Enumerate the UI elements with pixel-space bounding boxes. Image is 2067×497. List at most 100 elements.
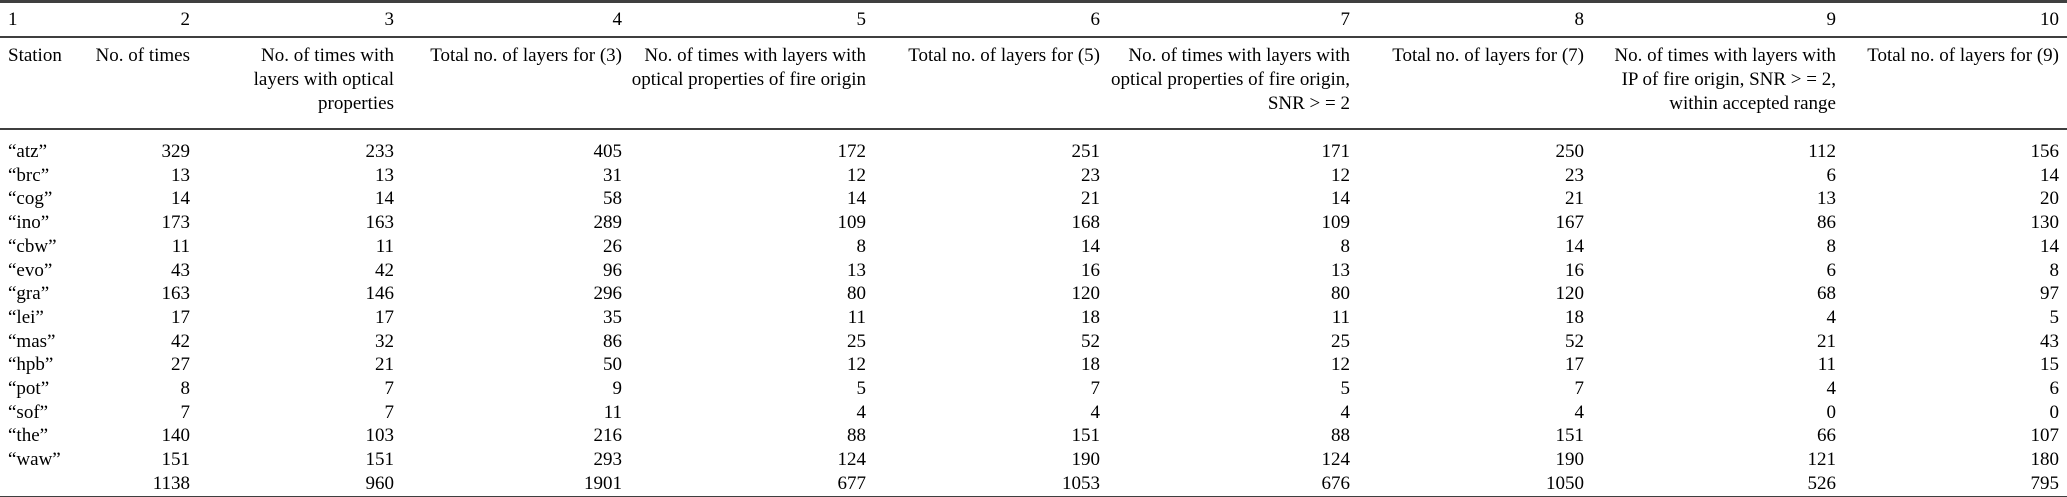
station-cell: “cog” <box>8 188 53 210</box>
value-cell: 12 <box>1331 164 1350 186</box>
value-cell: 526 <box>1807 472 1837 494</box>
station-cell: “mas” <box>8 330 56 352</box>
station-cell: “cbw” <box>8 235 57 257</box>
value-cell: 68 <box>1817 283 1836 305</box>
value-cell: 11 <box>1331 306 1350 328</box>
value-cell: 4 <box>856 401 867 423</box>
station-cell: “pot” <box>8 378 50 400</box>
value-cell: 8 <box>1826 235 1837 257</box>
value-cell: 27 <box>171 354 190 376</box>
value-cell: 12 <box>847 164 866 186</box>
value-cell: 21 <box>375 354 394 376</box>
column-header-6: Total no. of layers for (5) <box>874 37 1108 130</box>
value-cell: 7 <box>1574 378 1585 400</box>
value-cell: 42 <box>375 259 394 281</box>
value-cell: 32 <box>375 330 394 352</box>
table-head: 1 2 3 4 5 6 7 8 9 10 Station No. of times No. of ti… <box>0 1 2067 130</box>
value-cell: 14 <box>1565 235 1584 257</box>
value-cell: 7 <box>384 401 395 423</box>
value-cell: 11 <box>375 235 394 257</box>
column-number-6: 6 <box>874 1 1108 38</box>
value-cell: 12 <box>1331 354 1350 376</box>
value-cell: 4 <box>1090 401 1101 423</box>
column-header-row: Station No. of times No. of times with lay… <box>0 37 2067 130</box>
value-cell: 17 <box>375 306 394 328</box>
value-cell: 4 <box>1826 306 1837 328</box>
value-cell: 109 <box>837 212 867 234</box>
value-cell: 8 <box>856 235 867 257</box>
value-cell: 0 <box>1826 401 1837 423</box>
value-cell: 5 <box>1340 378 1351 400</box>
value-cell: 112 <box>1808 141 1836 162</box>
value-cell: 0 <box>2049 401 2060 423</box>
value-cell: 50 <box>603 354 622 376</box>
station-cell: “ino” <box>8 212 50 234</box>
value-cell: 121 <box>1807 449 1837 471</box>
value-cell: 140 <box>161 425 191 447</box>
value-cell: 103 <box>365 425 395 447</box>
value-cell: 289 <box>593 212 623 234</box>
table-body: “atz” 329 233 405 172 251 171 250 112 156 “brc” 13 1… <box>0 129 2067 497</box>
value-cell: 151 <box>1555 425 1585 447</box>
value-cell: 6 <box>1826 164 1837 186</box>
column-number-5: 5 <box>630 1 874 38</box>
column-header-8: Total no. of layers for (7) <box>1358 37 1592 130</box>
value-cell: 8 <box>1340 235 1351 257</box>
value-cell: 250 <box>1555 141 1585 162</box>
value-cell: 31 <box>603 164 622 186</box>
value-cell: 960 <box>365 472 395 494</box>
value-cell: 88 <box>1331 425 1350 447</box>
value-cell: 18 <box>1081 306 1100 328</box>
value-cell: 167 <box>1555 212 1585 234</box>
station-cell <box>0 472 86 497</box>
value-cell: 35 <box>603 306 622 328</box>
column-header-3: No. of times with layers with optical pr… <box>198 37 402 130</box>
value-cell: 13 <box>847 259 866 281</box>
table-row: “sof” 7 7 11 4 4 4 4 0 0 <box>0 401 2067 425</box>
table-row: “cbw” 11 11 26 8 14 8 14 8 14 <box>0 235 2067 259</box>
value-cell: 15 <box>2040 354 2059 376</box>
column-header-7: No. of times with layers with optical pr… <box>1108 37 1358 130</box>
value-cell: 17 <box>171 306 190 328</box>
value-cell: 4 <box>1340 401 1351 423</box>
column-header-1: Station <box>0 37 86 130</box>
value-cell: 677 <box>837 472 867 494</box>
value-cell: 25 <box>1331 330 1350 352</box>
value-cell: 795 <box>2030 472 2060 494</box>
value-cell: 146 <box>365 283 395 305</box>
value-cell: 66 <box>1817 425 1836 447</box>
value-cell: 109 <box>1321 212 1351 234</box>
value-cell: 86 <box>603 330 622 352</box>
value-cell: 58 <box>603 188 622 210</box>
value-cell: 180 <box>2030 449 2060 471</box>
table-row: “gra” 163 146 296 80 120 80 120 68 97 <box>0 282 2067 306</box>
column-number-7: 7 <box>1108 1 1358 38</box>
station-cell: “gra” <box>8 283 50 305</box>
value-cell: 9 <box>612 378 623 400</box>
station-cell: “the” <box>8 425 49 447</box>
value-cell: 14 <box>2040 235 2059 257</box>
value-cell: 14 <box>2040 164 2059 186</box>
column-number-3: 3 <box>198 1 402 38</box>
column-number-10: 10 <box>1844 1 2067 38</box>
value-cell: 405 <box>593 141 623 162</box>
table-row: “pot” 8 7 9 5 7 5 7 4 6 <box>0 377 2067 401</box>
value-cell: 151 <box>365 449 395 471</box>
value-cell: 23 <box>1081 164 1100 186</box>
value-cell: 172 <box>837 141 867 162</box>
value-cell: 163 <box>161 283 191 305</box>
column-header-4: Total no. of layers for (3) <box>402 37 630 130</box>
value-cell: 190 <box>1555 449 1585 471</box>
value-cell: 25 <box>847 330 866 352</box>
table-row: “hpb” 27 21 50 12 18 12 17 11 15 <box>0 353 2067 377</box>
value-cell: 80 <box>847 283 866 305</box>
value-cell: 296 <box>593 283 623 305</box>
value-cell: 14 <box>375 188 394 210</box>
totals-row: 1138 960 1901 677 1053 676 1050 526 795 <box>0 472 2067 497</box>
value-cell: 52 <box>1565 330 1584 352</box>
value-cell: 107 <box>2030 425 2060 447</box>
column-number-4: 4 <box>402 1 630 38</box>
value-cell: 11 <box>603 401 622 423</box>
value-cell: 42 <box>171 330 190 352</box>
